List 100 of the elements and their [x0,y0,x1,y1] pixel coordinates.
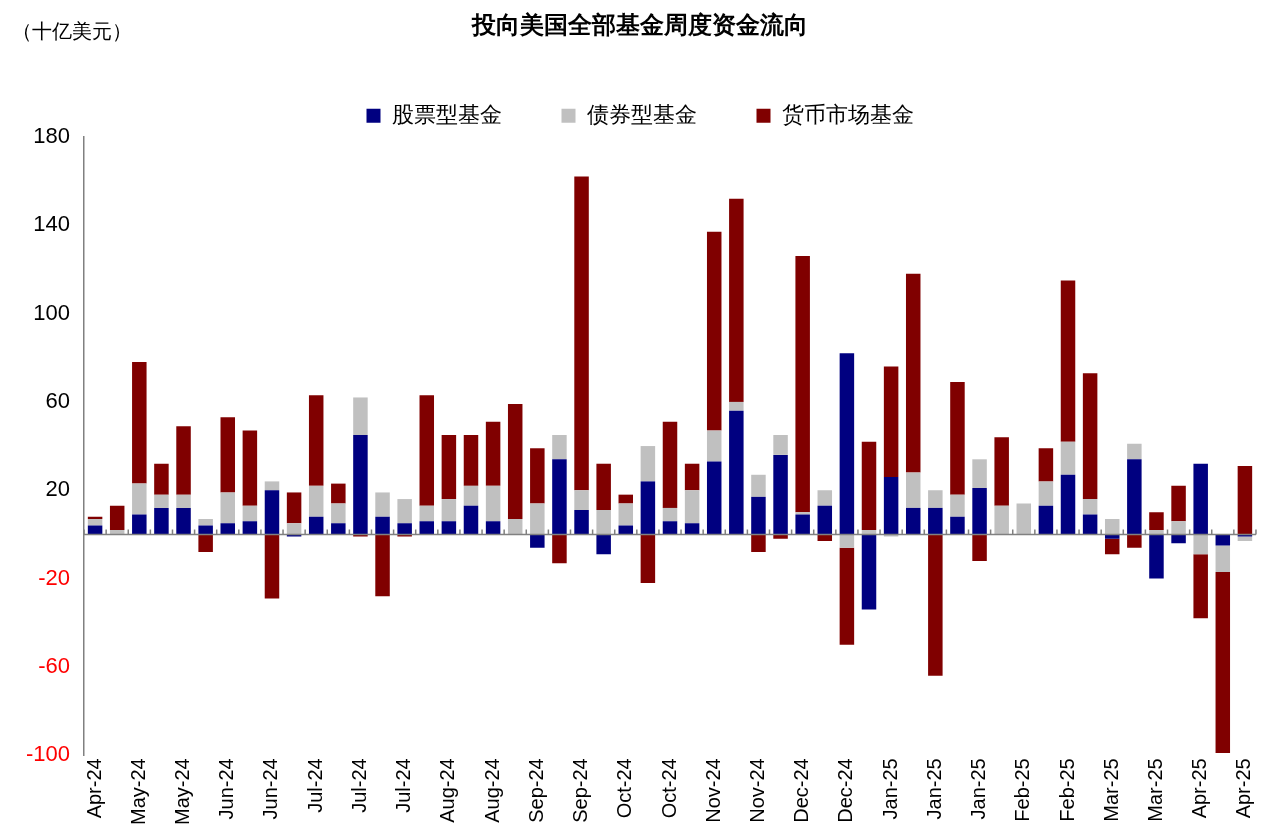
bar [154,463,169,495]
bar [1104,518,1120,535]
bar [795,512,810,515]
bar [331,523,346,535]
bar [1149,534,1164,579]
bar [1104,538,1120,555]
bar [1060,441,1076,475]
bar [928,490,943,508]
bar [375,534,390,597]
bar [1171,534,1186,544]
bar [684,490,700,524]
bar [706,231,722,431]
bar [220,492,236,524]
bar [264,490,280,535]
bar [308,485,324,517]
x-tick-label: Sep-24 [569,758,592,823]
legend-label: 股票型基金 [391,101,502,127]
bar [132,514,147,535]
bar [154,494,169,508]
bar [1060,280,1076,442]
bar [795,256,810,513]
bar [1215,545,1231,572]
x-tick-label: Apr-25 [1188,758,1211,819]
bar [463,505,479,535]
bar [552,534,567,564]
bar [176,494,191,508]
bar [375,516,390,535]
x-tick-label: Apr-24 [82,758,105,819]
bar [905,273,921,473]
bar [419,395,435,506]
bar [662,507,678,522]
bar [463,485,479,506]
bar [839,353,855,535]
x-tick-label: Aug-24 [480,758,503,823]
bar [928,534,943,676]
bar [972,459,987,489]
bar [485,485,501,522]
bar [751,534,766,553]
bar [552,459,567,535]
bar [1082,373,1098,500]
bar [839,534,855,548]
y-tick-label: 100 [33,299,71,325]
bar [1038,481,1054,506]
bar [596,534,611,555]
bar [176,507,191,535]
bar [684,523,700,535]
x-tick-label: Dec-24 [834,758,857,823]
bar [441,499,457,522]
x-tick-label: Mar-25 [1099,758,1122,822]
y-axis-title: （十亿美元） [12,19,132,44]
bar [1193,463,1208,535]
bar [1193,554,1208,619]
bar [308,516,324,535]
bar [618,503,634,526]
bar [1149,530,1164,535]
bar [132,362,147,484]
bar [684,463,700,491]
x-tick-label: Apr-25 [1232,758,1255,819]
bar [485,521,501,535]
bar [353,435,368,535]
bar [441,521,457,535]
bar [1193,534,1208,555]
bar [574,510,589,535]
bar [87,518,103,526]
bar [353,397,368,436]
bar [419,505,435,522]
bar [883,366,899,477]
x-tick-label: Mar-25 [1143,758,1166,822]
y-tick-label: 180 [33,122,71,148]
legend-label: 债券型基金 [586,101,697,127]
bar [1038,448,1054,482]
bar [1127,443,1142,460]
bar [706,430,722,462]
bar [574,490,589,511]
bar [331,503,346,524]
bar [817,490,833,506]
bar [1082,514,1098,535]
bar [1171,485,1186,522]
bar [662,421,678,508]
bar [552,435,567,460]
x-tick-label: Feb-25 [1055,758,1078,822]
x-tick-label: Sep-24 [524,758,547,823]
bar [1171,521,1186,535]
bar [154,507,169,535]
x-tick-label: Jan-25 [922,758,945,820]
bar [198,525,213,535]
y-tick-label: -60 [38,653,71,679]
legend-label: 货币市场基金 [781,101,914,127]
bar [596,510,611,535]
bar [950,516,965,535]
bar [264,534,280,599]
x-tick-label: Jan-25 [878,758,901,820]
bar [773,454,788,535]
bar [397,534,412,537]
bar [419,521,435,535]
bar [308,395,324,486]
bar [773,435,788,455]
chart-title: 投向美国全部基金周度资金流向 [471,11,808,39]
x-tick-label: Nov-24 [701,758,724,823]
bar [928,507,943,535]
